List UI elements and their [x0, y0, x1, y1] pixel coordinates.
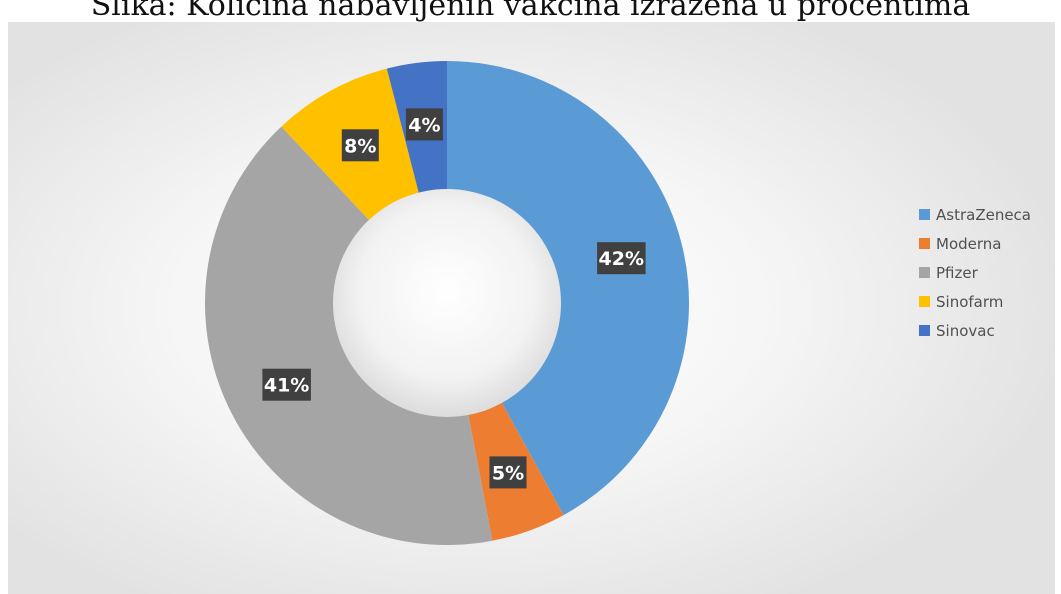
data-label-text: 5% — [492, 462, 524, 484]
legend-item-sinofarm: Sinofarm — [919, 287, 1059, 316]
doughnut-hole — [333, 189, 561, 417]
data-label-text: 42% — [599, 248, 644, 270]
chart-caption: Slika: Količina nabavljenih vakcina izra… — [90, 0, 971, 23]
legend-item-pfizer: Pfizer — [919, 258, 1059, 287]
data-label-moderna: 5% — [489, 456, 527, 489]
legend-label: Sinofarm — [936, 292, 1004, 311]
data-labels-group: 42% 5% 41% 8% 4% — [262, 108, 646, 489]
data-label-box — [341, 129, 379, 162]
legend-swatch — [919, 209, 930, 220]
data-label-text: 4% — [408, 114, 440, 136]
legend-swatch — [919, 267, 930, 278]
data-label-box — [597, 242, 646, 275]
legend-swatch — [919, 325, 930, 336]
legend-label: AstraZeneca — [936, 205, 1031, 224]
legend-label: Pfizer — [936, 263, 978, 282]
data-label-box — [262, 368, 311, 401]
legend-swatch — [919, 296, 930, 307]
data-label-box — [405, 108, 443, 141]
data-label-text: 41% — [264, 375, 309, 397]
data-label-pfizer: 41% — [262, 368, 311, 401]
legend-item-moderna: Moderna — [919, 229, 1059, 258]
legend-item-sinovac: Sinovac — [919, 316, 1059, 345]
legend-label: Moderna — [936, 234, 1002, 253]
data-label-sinovac: 4% — [405, 108, 443, 141]
data-label-box — [489, 456, 527, 489]
legend: AstraZeneca Moderna Pfizer Sinofarm Sinovac — [919, 200, 1059, 345]
slices-group — [205, 61, 690, 545]
legend-item-astrazeneca: AstraZeneca — [919, 200, 1059, 229]
legend-label: Sinovac — [936, 321, 995, 340]
data-label-sinofarm: 8% — [341, 129, 379, 162]
data-label-astrazeneca: 42% — [597, 242, 646, 275]
slice-astrazeneca — [447, 61, 690, 516]
data-label-text: 8% — [344, 135, 376, 157]
legend-swatch — [919, 238, 930, 249]
